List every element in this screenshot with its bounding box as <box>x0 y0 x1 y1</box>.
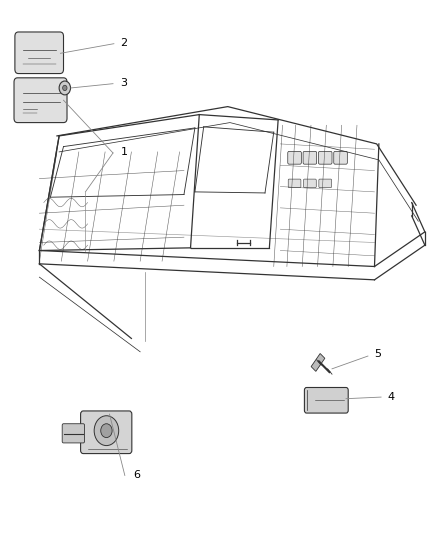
FancyBboxPatch shape <box>304 387 348 413</box>
FancyBboxPatch shape <box>14 78 67 123</box>
Text: 6: 6 <box>134 471 141 480</box>
Circle shape <box>59 81 71 95</box>
FancyBboxPatch shape <box>334 151 347 164</box>
FancyBboxPatch shape <box>304 179 316 188</box>
FancyBboxPatch shape <box>303 151 317 164</box>
FancyBboxPatch shape <box>319 179 332 188</box>
FancyBboxPatch shape <box>288 151 301 164</box>
Text: 2: 2 <box>120 38 127 47</box>
FancyBboxPatch shape <box>15 32 64 74</box>
Text: 4: 4 <box>388 392 395 402</box>
FancyBboxPatch shape <box>81 411 132 454</box>
Circle shape <box>101 424 112 438</box>
Circle shape <box>63 85 67 91</box>
Polygon shape <box>311 353 325 372</box>
Text: 1: 1 <box>120 147 127 157</box>
Circle shape <box>94 416 119 446</box>
Text: 3: 3 <box>120 78 127 87</box>
FancyBboxPatch shape <box>318 151 332 164</box>
FancyBboxPatch shape <box>288 179 301 188</box>
FancyBboxPatch shape <box>62 424 85 443</box>
Text: 5: 5 <box>374 350 381 359</box>
